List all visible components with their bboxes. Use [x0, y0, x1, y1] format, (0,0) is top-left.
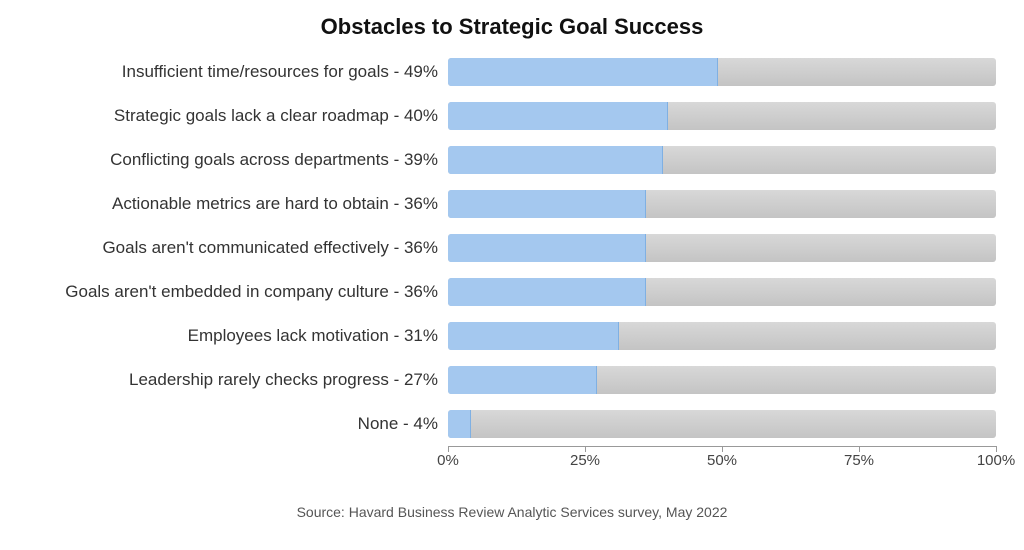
axis-tick-label: 0% — [437, 452, 459, 469]
bar-row: Goals aren't communicated effectively - … — [448, 226, 996, 270]
bar-label: Employees lack motivation - 31% — [188, 314, 448, 358]
bar-row: Employees lack motivation - 31% — [448, 314, 996, 358]
bar-label: Insufficient time/resources for goals - … — [122, 50, 448, 94]
bar-label: Goals aren't embedded in company culture… — [65, 270, 448, 314]
bar-track — [448, 410, 996, 438]
bar-row: Actionable metrics are hard to obtain - … — [448, 182, 996, 226]
bar-label: Conflicting goals across departments - 3… — [110, 138, 448, 182]
bar-row: Goals aren't embedded in company culture… — [448, 270, 996, 314]
axis-tick-label: 75% — [844, 452, 874, 469]
bar-label: None - 4% — [358, 402, 448, 446]
bar-fill — [448, 102, 668, 130]
axis-tick-label: 100% — [977, 452, 1015, 469]
axis-tick-label: 25% — [570, 452, 600, 469]
plot-area: Insufficient time/resources for goals - … — [448, 50, 996, 470]
bar-fill — [448, 410, 471, 438]
bar-label: Strategic goals lack a clear roadmap - 4… — [114, 94, 448, 138]
bar-label: Actionable metrics are hard to obtain - … — [112, 182, 448, 226]
chart-source: Source: Havard Business Review Analytic … — [0, 504, 1024, 520]
bar-row: Conflicting goals across departments - 3… — [448, 138, 996, 182]
bar-fill — [448, 366, 597, 394]
bar-fill — [448, 234, 646, 262]
bar-fill — [448, 146, 663, 174]
chart-title: Obstacles to Strategic Goal Success — [0, 14, 1024, 40]
bar-row: Strategic goals lack a clear roadmap - 4… — [448, 94, 996, 138]
bar-row: None - 4% — [448, 402, 996, 446]
bar-fill — [448, 190, 646, 218]
axis-tick-label: 50% — [707, 452, 737, 469]
bar-fill — [448, 322, 619, 350]
bar-row: Insufficient time/resources for goals - … — [448, 50, 996, 94]
bar-fill — [448, 58, 718, 86]
chart-container: Obstacles to Strategic Goal Success Insu… — [0, 14, 1024, 550]
x-axis: 0%25%50%75%100% — [448, 446, 996, 470]
bar-label: Leadership rarely checks progress - 27% — [129, 358, 448, 402]
bar-row: Leadership rarely checks progress - 27% — [448, 358, 996, 402]
bar-label: Goals aren't communicated effectively - … — [102, 226, 448, 270]
bar-fill — [448, 278, 646, 306]
